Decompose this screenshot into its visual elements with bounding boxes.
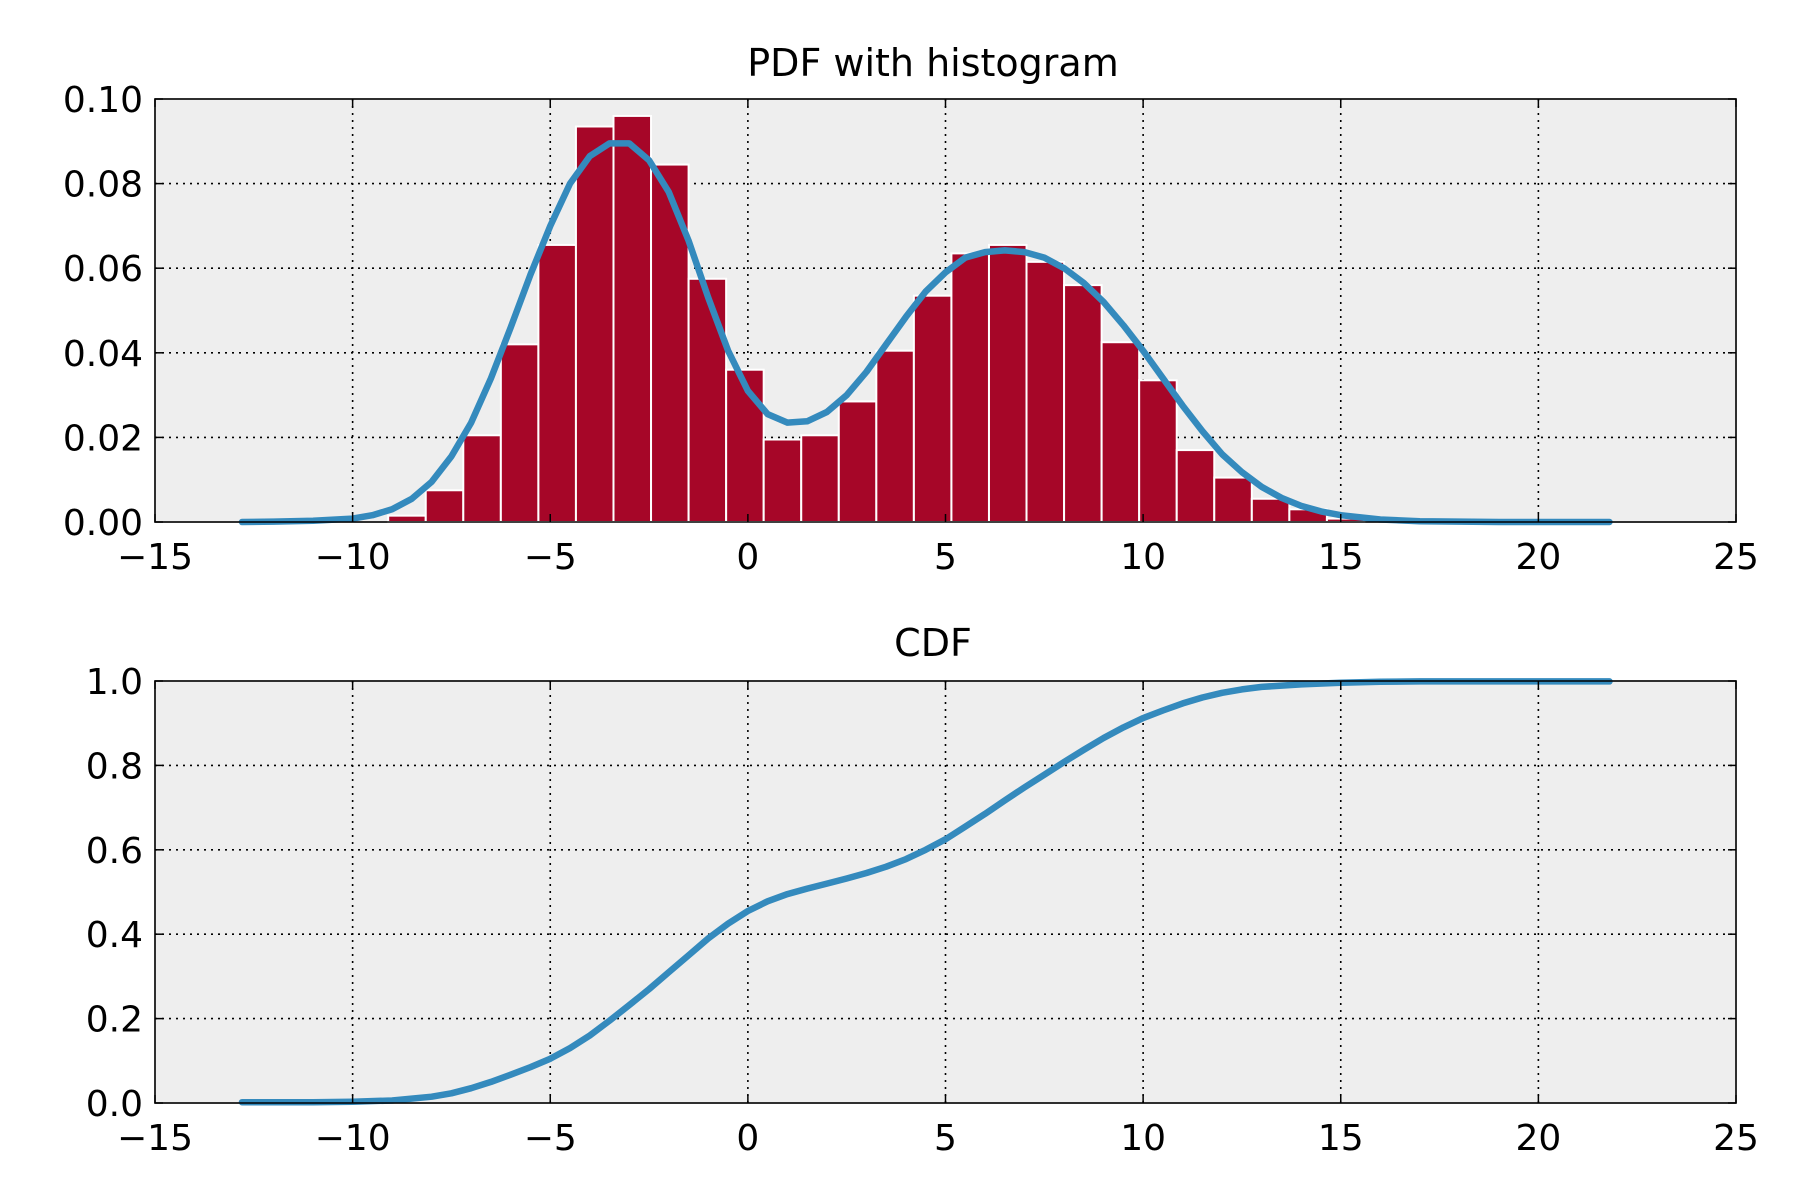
histogram-bar [987,243,1028,523]
y-tick-label: 0.06 [63,249,143,290]
histogram-bar [762,438,803,524]
histogram-bar [1138,379,1178,524]
y-tick-label: 0.02 [63,418,143,459]
histogram-bar [837,400,878,524]
x-tick-label: 20 [1515,1118,1561,1159]
cdf-chart-title: CDF [894,621,972,665]
y-tick-label: 0.00 [63,503,143,544]
histogram-bar [1063,284,1103,523]
y-tick-label: 0.4 [86,915,143,956]
x-tick-label: 15 [1318,537,1364,578]
y-tick-label: 0.2 [86,1000,143,1041]
x-tick-label: 25 [1713,537,1759,578]
x-tick-label: −10 [315,537,391,578]
y-tick-label: 0.04 [63,334,143,375]
histogram-bar [875,349,915,523]
y-tick-label: 0.8 [86,746,143,787]
x-tick-label: 10 [1120,1118,1166,1159]
y-tick-label: 0.10 [63,80,143,121]
x-tick-label: 0 [736,1118,759,1159]
cdf-grid [155,681,1736,1103]
histogram-bar [462,434,502,523]
cdf-panel: CDF −15 −10 −5 0 5 10 15 20 25 0.0 0.2 0.4 0.6 0.8 1.0 [86,621,1759,1159]
pdf-panel: PDF with histogram −15 −10 −5 0 5 10 15 20 25 0.0… [63,41,1759,578]
histogram-bar [1100,341,1141,523]
histogram-bar [574,125,615,524]
x-tick-label: 15 [1318,1118,1364,1159]
x-tick-label: −15 [117,1118,193,1159]
histogram-bar [612,114,653,523]
histogram-bar [912,294,953,523]
histogram-bar [499,343,540,523]
pdf-curve [238,140,1613,526]
y-tick-label: 0.08 [63,165,143,206]
histogram-bar [387,514,427,524]
histogram-bar [650,163,690,523]
x-tick-label: 25 [1713,1118,1759,1159]
histogram-bar [1175,449,1216,523]
cdf-ticks: −15 −10 −5 0 5 10 15 20 25 0.0 0.2 0.4 0.6 0.8 1.0 [86,662,1759,1159]
histogram-bar [725,368,765,523]
x-tick-label: 5 [934,1118,957,1159]
histogram-bar [687,277,728,523]
y-tick-label: 0.0 [86,1084,143,1125]
x-tick-label: −5 [524,1118,577,1159]
cdf-curve [238,678,1613,1106]
x-tick-label: −15 [117,537,193,578]
pdf-histogram-bars [387,114,1366,524]
histogram-bar [1025,260,1066,523]
pdf-ticks: −15 −10 −5 0 5 10 15 20 25 0.00 0.02 0.04 0.06 0.08 0.… [63,80,1759,578]
histogram-bar [950,252,990,524]
pdf-chart-title: PDF with histogram [747,41,1118,85]
x-tick-label: −5 [524,537,577,578]
histogram-bar [537,243,577,523]
y-tick-label: 1.0 [86,662,143,703]
histogram-bar [424,489,465,523]
x-tick-label: 10 [1120,537,1166,578]
cdf-curve-layer [238,678,1613,1106]
x-tick-label: 5 [934,537,957,578]
x-tick-label: 0 [736,537,759,578]
x-tick-label: −10 [315,1118,391,1159]
pdf-curve-layer [238,140,1613,526]
histogram-bar [800,434,840,523]
histogram-bar [1213,476,1253,523]
x-tick-label: 20 [1515,537,1561,578]
y-tick-label: 0.6 [86,831,143,872]
